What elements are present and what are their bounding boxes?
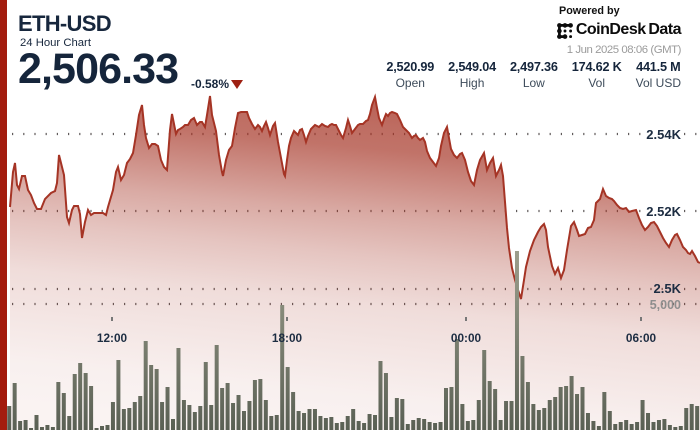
svg-text:5,000: 5,000 bbox=[650, 298, 681, 312]
svg-text:2.5K: 2.5K bbox=[654, 281, 682, 296]
svg-text:2.54K: 2.54K bbox=[646, 127, 681, 142]
svg-text:12:00: 12:00 bbox=[97, 331, 128, 345]
svg-text:18:00: 18:00 bbox=[272, 331, 303, 345]
svg-text:06:00: 06:00 bbox=[626, 331, 657, 345]
svg-text:00:00: 00:00 bbox=[451, 331, 482, 345]
svg-text:2.52K: 2.52K bbox=[646, 204, 681, 219]
